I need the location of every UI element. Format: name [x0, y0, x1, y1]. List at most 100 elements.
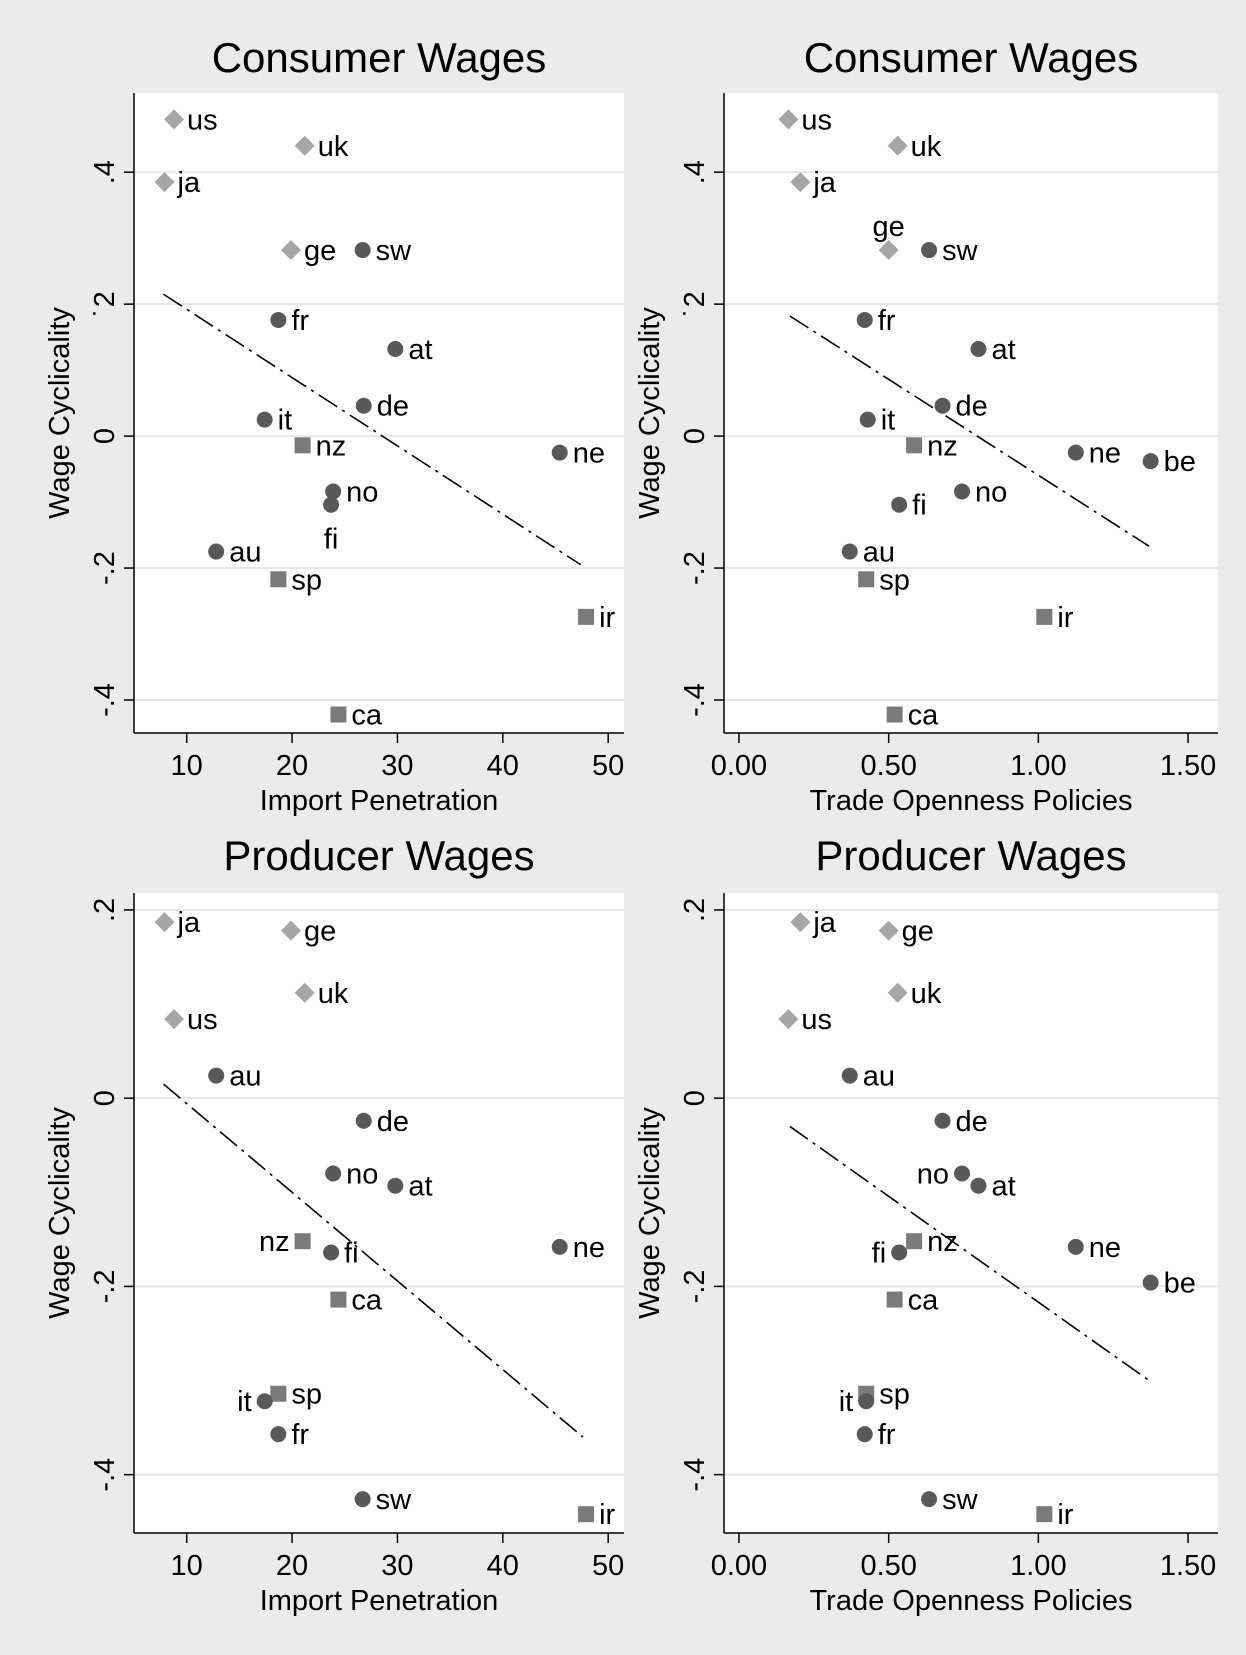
plot-area [724, 893, 1218, 1533]
y-tick-label: ˙2 [679, 291, 711, 317]
point-label-at: at [991, 334, 1015, 366]
chart-panel-2: 0.00 0.50 1.00 1.50 -.4 -.2 0 ˙2 .4 Consumer Wage… [634, 34, 1218, 817]
x-tick-label: 1.50 [1160, 1550, 1216, 1582]
point-label-ca: ca [908, 1285, 940, 1317]
point-label-ne: ne [1089, 1232, 1121, 1264]
point-ca [886, 706, 903, 723]
x-tick-label: 0.50 [860, 750, 916, 782]
plot-area [724, 93, 1218, 733]
point-label-sw: sw [942, 1484, 979, 1516]
x-tick-label: 1.50 [1160, 750, 1216, 782]
y-tick-label: .4 [679, 160, 711, 184]
point-de [934, 397, 951, 414]
point-sp [270, 571, 287, 588]
point-fr [270, 1426, 287, 1443]
point-ca [330, 706, 347, 723]
point-nz [906, 1233, 923, 1250]
y-tick-label: -.4 [679, 1458, 711, 1492]
point-nz [294, 437, 311, 454]
point-label-fr: fr [878, 1419, 896, 1451]
point-at [387, 1177, 404, 1194]
point-sw [921, 242, 938, 259]
point-label-us: us [187, 104, 218, 136]
point-label-ge: ge [304, 916, 336, 948]
chart-panel-3: 10 20 30 40 50 -.4 -.2 0 .2 Producer Wages Import … [44, 832, 624, 1617]
y-tick-label: 0 [679, 428, 711, 444]
x-axis-title: Trade Openness Policies [810, 785, 1133, 817]
point-fi [891, 496, 908, 513]
point-fr [856, 1426, 873, 1443]
point-label-au: au [229, 1061, 261, 1093]
point-us [164, 109, 185, 130]
point-label-fi: fi [912, 490, 927, 522]
point-ne [551, 444, 568, 461]
chart-title: Producer Wages [223, 832, 534, 879]
point-au [841, 1067, 858, 1084]
chart-panel-4: 0.00 0.50 1.00 1.50 -.4 -.2 0 .2 Producer Wages T… [634, 832, 1218, 1617]
point-label-au: au [863, 1061, 895, 1093]
point-label-fi: fi [872, 1238, 887, 1270]
plot-area [134, 893, 624, 1533]
chart-title: Consumer Wages [804, 34, 1139, 81]
point-label-nz: nz [927, 1226, 958, 1258]
point-sw [354, 242, 371, 259]
point-label-nz: nz [259, 1226, 290, 1258]
x-tick-label: 1.00 [1010, 750, 1066, 782]
point-sp [858, 571, 875, 588]
point-at [970, 1177, 987, 1194]
x-tick-label: 50 [592, 1550, 624, 1582]
y-tick-label: 0 [89, 1090, 121, 1106]
point-sw [921, 1491, 938, 1508]
y-tick-label: ˙2 [89, 291, 121, 317]
point-label-no: no [346, 1158, 378, 1190]
x-tick-label: 0.50 [860, 1550, 916, 1582]
point-ne [1067, 444, 1084, 461]
y-tick-label: .4 [89, 160, 121, 184]
y-tick-label: -.2 [679, 1269, 711, 1303]
point-label-fr: fr [878, 305, 896, 337]
y-axis-title: Wage Cyclicality [44, 307, 76, 519]
point-label-sp: sp [879, 564, 910, 596]
point-uk [294, 982, 315, 1003]
point-label-de: de [377, 1106, 409, 1138]
point-us [778, 1009, 799, 1030]
point-fr [270, 311, 287, 328]
point-label-ir: ir [1057, 602, 1073, 634]
point-label-ir: ir [599, 1499, 615, 1531]
point-ge [281, 920, 302, 941]
point-label-ja: ja [812, 907, 836, 939]
point-label-it: it [839, 1386, 854, 1418]
x-tick-label: 30 [381, 1550, 413, 1582]
point-it [859, 411, 876, 428]
point-ca [330, 1291, 347, 1308]
y-tick-label: 0 [89, 428, 121, 444]
point-uk [887, 135, 908, 156]
point-label-uk: uk [318, 978, 349, 1010]
point-label-no: no [346, 477, 378, 509]
point-ge [878, 920, 899, 941]
point-label-it: it [881, 405, 896, 437]
point-de [355, 1112, 372, 1129]
point-us [778, 109, 799, 130]
point-label-at: at [408, 1171, 432, 1203]
point-ge [878, 240, 899, 261]
point-ja [154, 912, 175, 933]
point-label-ir: ir [599, 602, 615, 634]
x-tick-label: 0.00 [711, 750, 767, 782]
point-label-ca: ca [351, 700, 383, 732]
x-tick-label: 50 [592, 750, 624, 782]
x-axis-title: Trade Openness Policies [810, 1585, 1133, 1617]
point-label-ne: ne [573, 438, 605, 470]
x-tick-label: 30 [381, 750, 413, 782]
chart-title: Consumer Wages [212, 34, 547, 81]
y-tick-label: -.4 [679, 683, 711, 717]
point-sw [354, 1491, 371, 1508]
point-label-at: at [991, 1171, 1015, 1203]
point-ja [154, 172, 175, 193]
point-label-ca: ca [908, 700, 940, 732]
point-label-be: be [1164, 446, 1196, 478]
point-ir [578, 608, 595, 625]
point-be [1142, 453, 1159, 470]
point-no [325, 1165, 342, 1182]
point-label-fi: fi [344, 1238, 359, 1270]
